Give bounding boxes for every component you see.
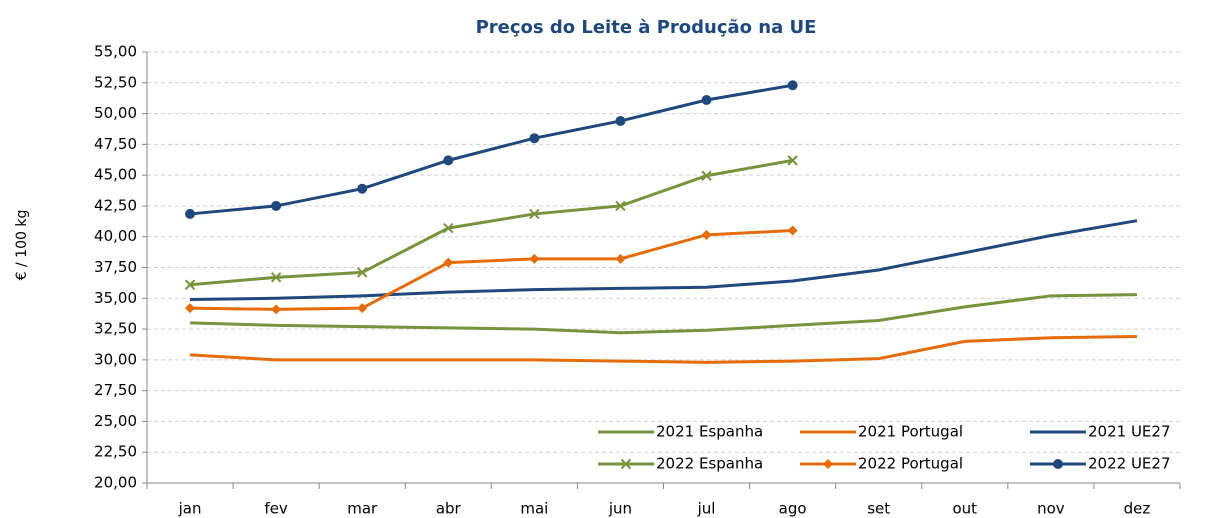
point [615, 115, 626, 126]
x-tick-label: abr [436, 500, 462, 518]
legend-label: 2021 Portugal [858, 423, 963, 441]
point [185, 303, 196, 314]
x-tick-label: jan [178, 500, 202, 518]
point [185, 208, 196, 219]
point [271, 200, 282, 211]
y-tick-label: 50,00 [94, 104, 137, 122]
legend-label: 2021 UE27 [1088, 423, 1171, 441]
legend-label: 2021 Espanha [656, 423, 763, 441]
legend-marker [1053, 459, 1063, 469]
series-line [189, 83, 793, 216]
x-tick-label: dez [1124, 500, 1151, 518]
point [443, 257, 454, 268]
y-tick-label: 22,50 [94, 443, 137, 461]
legend-label: 2022 Espanha [656, 455, 763, 473]
x-tick-label: mai [520, 500, 548, 518]
x-tick-label: jun [608, 500, 632, 518]
x-tick-label: out [953, 500, 978, 518]
y-tick-label: 52,50 [94, 73, 137, 91]
point [529, 253, 540, 264]
y-tick-label: 45,00 [94, 166, 137, 184]
y-tick-label: 42,50 [94, 196, 137, 214]
legend-label: 2022 UE27 [1088, 455, 1171, 473]
point [443, 155, 454, 166]
series-line [189, 293, 1137, 335]
y-tick-label: 47,50 [94, 135, 137, 153]
point [443, 222, 454, 234]
x-tick-label: jul [697, 500, 716, 518]
y-axis-label: € / 100 kg [14, 210, 30, 281]
point [701, 95, 712, 106]
x-tick-label: set [867, 500, 890, 518]
point [184, 279, 196, 290]
y-tick-label: 55,00 [94, 43, 137, 61]
y-tick-label: 30,00 [94, 350, 137, 368]
y-tick-label: 32,50 [94, 320, 137, 338]
point [529, 133, 540, 144]
point [701, 170, 712, 181]
point [271, 304, 282, 315]
x-tick-label: fev [264, 500, 288, 518]
point [615, 253, 626, 264]
y-tick-label: 37,50 [94, 258, 137, 276]
point [787, 225, 798, 236]
point [615, 200, 626, 212]
point [357, 267, 368, 278]
point [270, 272, 282, 283]
x-tick-label: ago [779, 500, 807, 518]
series-line [190, 219, 1138, 302]
y-tick-label: 35,00 [94, 289, 137, 307]
point [357, 303, 368, 314]
y-tick-label: 25,00 [94, 412, 137, 430]
point [357, 183, 368, 194]
series-line [190, 229, 793, 311]
legend-marker [823, 459, 833, 469]
legend-label: 2022 Portugal [858, 455, 963, 473]
point [701, 229, 712, 240]
x-tick-label: mar [347, 500, 378, 518]
series-line [189, 334, 1137, 364]
series-line [189, 158, 793, 287]
y-tick-label: 20,00 [94, 474, 137, 492]
legend-marker [620, 458, 632, 470]
x-tick-label: nov [1037, 500, 1065, 518]
point [787, 80, 798, 91]
y-tick-label: 40,00 [94, 227, 137, 245]
chart-title: Preços do Leite à Produção na UE [476, 17, 817, 38]
point [787, 155, 798, 166]
point [529, 208, 540, 220]
y-tick-label: 27,50 [94, 381, 137, 399]
